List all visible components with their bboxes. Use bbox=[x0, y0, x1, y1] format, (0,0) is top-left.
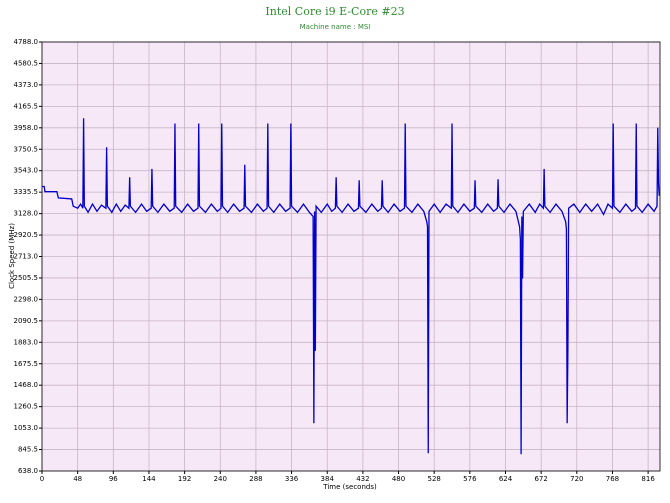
y-tick-label: 3128.0 bbox=[14, 210, 39, 218]
x-tick-label: 240 bbox=[214, 475, 227, 483]
y-tick-label: 638.0 bbox=[18, 467, 38, 475]
y-tick-label: 1675.5 bbox=[14, 360, 39, 368]
x-tick-label: 672 bbox=[534, 475, 547, 483]
y-tick-label: 3335.5 bbox=[14, 188, 39, 196]
chart-subtitle: Machine name : MSI bbox=[300, 23, 371, 31]
y-tick-label: 2505.5 bbox=[14, 274, 39, 282]
y-tick-label: 4788.0 bbox=[14, 38, 39, 46]
y-tick-label: 4165.5 bbox=[14, 102, 39, 110]
y-tick-label: 2920.5 bbox=[14, 231, 39, 239]
x-tick-label: 720 bbox=[570, 475, 583, 483]
x-tick-label: 624 bbox=[499, 475, 513, 483]
x-axis-label: Time (seconds) bbox=[322, 483, 377, 491]
y-tick-label: 1260.5 bbox=[14, 403, 39, 411]
y-tick-label: 1468.0 bbox=[14, 381, 39, 389]
x-tick-label: 192 bbox=[178, 475, 191, 483]
y-tick-label: 4373.0 bbox=[14, 81, 39, 89]
x-tick-label: 480 bbox=[392, 475, 405, 483]
y-tick-label: 2713.0 bbox=[14, 253, 39, 261]
y-tick-label: 2298.0 bbox=[14, 295, 39, 303]
y-tick-label: 4580.5 bbox=[14, 59, 39, 67]
x-tick-label: 144 bbox=[142, 475, 156, 483]
plot-border bbox=[41, 41, 661, 472]
x-tick-label: 768 bbox=[606, 475, 619, 483]
y-tick-label: 845.5 bbox=[18, 446, 38, 454]
y-tick-label: 1883.0 bbox=[14, 338, 39, 346]
y-tick-label: 1053.0 bbox=[14, 424, 39, 432]
x-tick-label: 96 bbox=[109, 475, 118, 483]
y-axis-label: Clock Speed (MHz) bbox=[8, 223, 16, 289]
x-tick-label: 48 bbox=[73, 475, 82, 483]
x-tick-label: 816 bbox=[641, 475, 655, 483]
y-tick-label: 3750.5 bbox=[14, 145, 39, 153]
x-tick-label: 336 bbox=[285, 475, 299, 483]
y-tick-label: 3958.0 bbox=[14, 124, 39, 132]
x-tick-label: 384 bbox=[321, 475, 335, 483]
x-tick-label: 288 bbox=[249, 475, 262, 483]
x-tick-label: 576 bbox=[463, 475, 477, 483]
x-tick-label: 528 bbox=[428, 475, 441, 483]
chart-title: Intel Core i9 E-Core #23 bbox=[265, 5, 404, 18]
y-tick-label: 3543.0 bbox=[14, 167, 39, 175]
x-tick-label: 432 bbox=[356, 475, 369, 483]
y-tick-label: 2090.5 bbox=[14, 317, 39, 325]
x-tick-label: 0 bbox=[40, 475, 44, 483]
data-line bbox=[42, 118, 660, 455]
